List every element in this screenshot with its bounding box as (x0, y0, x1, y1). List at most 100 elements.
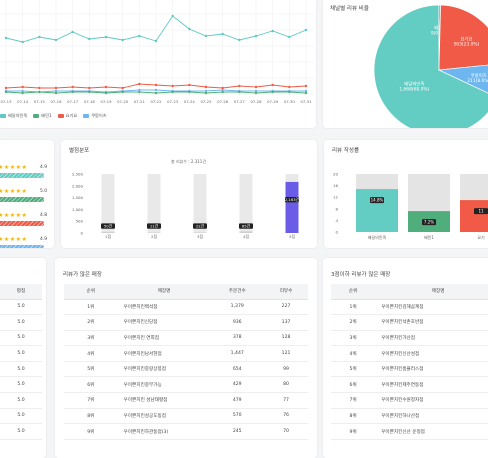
rank-cell: 4위 (331, 345, 376, 362)
x-tick-label: 07-24 (184, 99, 196, 104)
series-point (154, 88, 158, 92)
table-row[interactable]: 3위 우이쁜치킨가산점 (331, 330, 488, 347)
rating-cell: 5.0 (0, 345, 42, 362)
table-row[interactable]: 7위 우이쁜치킨 성남태평점 479 77 (64, 392, 308, 409)
series-point (271, 90, 274, 94)
pie-slice (438, 4, 488, 71)
x-tick-label: 07-20 (117, 99, 129, 104)
series-point (88, 37, 91, 41)
series-point (171, 14, 174, 18)
x-tick-label: 07-31 (300, 99, 312, 104)
star-distribution-title: 별점분포 (69, 148, 90, 154)
star-distribution-card: 별점분포 총 리뷰수 : 2,311건 2,500 2,000 1,500 1,000… (61, 140, 317, 248)
rank-cell: 4위 (64, 345, 118, 362)
rating-cell: 5.0 (0, 330, 42, 347)
table-row[interactable]: 5.0 (0, 423, 42, 440)
series-point (54, 86, 58, 90)
table-row[interactable]: 5.0 (0, 314, 42, 331)
bar-label-badge (285, 196, 299, 203)
table-row[interactable]: 2위 우이쁜치킨석촌호반점 (331, 314, 488, 331)
table-row[interactable]: 5.0 (0, 376, 42, 394)
table-row[interactable]: 5.0 (0, 408, 42, 425)
legend-label: 배민1 (41, 113, 52, 118)
table-row[interactable]: 9위 우이쁜치킨신산 운정점 (331, 423, 488, 440)
rating-cell: 5.0 (0, 423, 42, 440)
x-tick-label: 1점 (105, 234, 111, 239)
series-point (138, 34, 141, 38)
x-tick-label: 4점 (243, 234, 249, 239)
legend-item[interactable]: 쿠팡이츠 (83, 113, 107, 119)
table-row[interactable]: 3위 우이쁜치킨 연희점 378 128 (64, 330, 308, 347)
series-point (254, 34, 258, 38)
bar-data-label: 65건 (242, 224, 251, 229)
pie-slice-label: 배민1 (434, 25, 445, 32)
x-tick-label: 07-17 (67, 99, 79, 104)
table-row[interactable]: 9위 우이쁜치킨하관동점(3) 245 70 (64, 423, 308, 440)
bar-background (147, 174, 161, 233)
table-row[interactable]: 2위 우이쁜치킨신당점 936 137 (64, 314, 308, 331)
left-ranking-table: 평점 5.0 5.0 5.0 5.0 5.0 5.0 5.0 5.0 5.0 (0, 284, 42, 440)
series-point (121, 90, 124, 94)
legend-item[interactable]: 요기요 (57, 113, 77, 119)
channel-pie-card: 채널별 리뷰 비율 배달의민족 1,668(68.0%) 배민1 9(0.4%) 요기요… (323, 0, 488, 128)
rank-cell: 7위 (331, 392, 376, 409)
x-tick-label: 요기 (477, 234, 485, 240)
table-row[interactable]: 4위 우이쁜치킨남서현점 1,447 121 (64, 345, 308, 362)
table-row[interactable]: 5.0 (0, 299, 42, 316)
bar-background (193, 174, 207, 233)
order-count-cell: 245 (210, 423, 265, 440)
bar-data-label: 22건 (196, 224, 205, 229)
table-row[interactable]: 4위 우이쁜치킨신산성점 (331, 345, 488, 362)
table-row[interactable]: 5.0 (0, 345, 42, 362)
table-row[interactable]: 5.0 (0, 392, 42, 409)
table-header-cell: 순위 (331, 284, 376, 300)
series-point (138, 88, 141, 92)
table-row[interactable]: 8위 우이쁜치킨하나산점 (331, 408, 488, 425)
review-count-cell: 70 (264, 423, 308, 440)
store-name-cell: 우이쁜치킨신당점 (117, 314, 211, 331)
bar-label-badge (370, 197, 384, 204)
y-tick-label: 8 (336, 206, 339, 211)
series-point (71, 30, 74, 34)
store-name-cell: 우이쁜치킨수원정자점 (375, 392, 488, 409)
table-header-cell: 매장명 (117, 284, 211, 300)
series-point (71, 85, 74, 89)
bar-data-label: 14.8% (371, 197, 384, 202)
store-name-cell: 우이쁜치킨하관동점(3) (117, 423, 211, 440)
y-tick-label: 2,000 (72, 183, 84, 188)
bar-background (101, 174, 115, 233)
series-point (271, 83, 274, 87)
rating-cell: 5.0 (0, 392, 42, 409)
series-point (104, 35, 108, 39)
table-row[interactable]: 6위 우이쁜치킨중부가능 429 80 (64, 376, 308, 394)
x-tick-label: 07-29 (267, 99, 279, 104)
rating-cell: 5.0 (0, 299, 42, 316)
rating-cell: 5.0 (0, 314, 42, 331)
table-row[interactable]: 5.0 (0, 330, 42, 347)
table-row[interactable]: 5.0 (0, 361, 42, 378)
table-row[interactable]: 1위 우이쁜치킨김해삼계점 (331, 299, 488, 316)
table-row[interactable]: 6위 우이쁜치킨제주연동점 (331, 376, 488, 394)
rank-cell: 6위 (331, 376, 376, 394)
most-reviews-table: 순위 매장명 주문건수 리뷰수 1위 우이쁜치킨백석점 1,379 227 2위 우이쁜치킨신당… (64, 284, 308, 440)
rank-cell: 1위 (331, 299, 376, 316)
rating-bar (0, 245, 44, 248)
bar-label-badge (239, 223, 253, 229)
x-tick-label: 07-25 (200, 99, 212, 104)
store-name-cell: 우이쁜치킨하나산점 (375, 408, 488, 425)
legend-item[interactable]: 배민1 (33, 113, 52, 119)
review-count-cell: 121 (264, 345, 308, 362)
legend-item[interactable]: 배달의민족 (0, 113, 27, 119)
series-point (304, 91, 308, 95)
bar-value (147, 232, 161, 233)
series-point (154, 91, 158, 95)
table-row[interactable]: 5위 우이쁜치킨중랑상봉점 654 99 (64, 361, 308, 378)
rating-value: 4.8 (40, 213, 47, 218)
table-row[interactable]: 1위 우이쁜치킨백석점 1,379 227 (64, 299, 308, 316)
table-row[interactable]: 8위 우이쁜치킨성공도동점 570 76 (64, 408, 308, 425)
store-name-cell: 우이쁜치킨석촌호반점 (375, 314, 488, 331)
table-row[interactable]: 7위 우이쁜치킨수원정자점 (331, 392, 488, 409)
daily-review-line-chart: 07-13 07-14 07-15 07-16 07-17 07-18 07-19 07-20… (0, 0, 314, 104)
table-row[interactable]: 5위 우이쁜치킨홈플러스점 (331, 361, 488, 378)
series-point (204, 34, 208, 38)
